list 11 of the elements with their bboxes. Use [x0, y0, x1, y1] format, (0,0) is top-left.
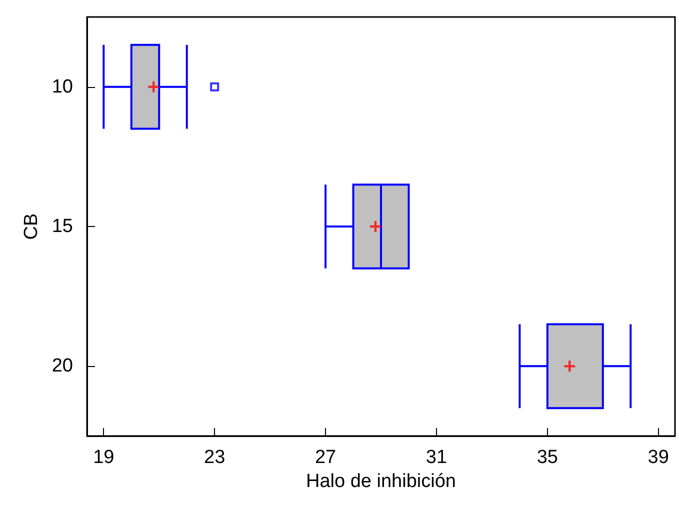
y-tick-label: 15 — [52, 216, 73, 237]
x-tick-label: 31 — [426, 447, 448, 468]
y-axis-title: CB — [20, 213, 42, 240]
x-tick-label: 23 — [204, 447, 226, 468]
y-tick-label: 10 — [52, 76, 73, 98]
x-tick-label: 19 — [93, 447, 114, 468]
y-tick-label: 20 — [52, 356, 73, 377]
x-axis-title: Halo de inhibición — [306, 471, 456, 492]
x-tick-label: 39 — [648, 447, 669, 468]
x-tick-label: 27 — [314, 447, 336, 468]
x-tick-label: 35 — [536, 447, 558, 468]
